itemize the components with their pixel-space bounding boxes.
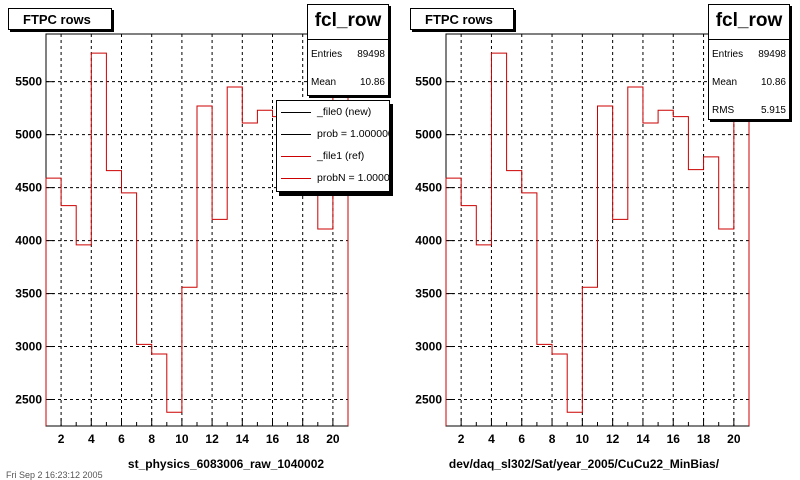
legend-entry-file0: _file0 (new) (277, 101, 389, 123)
x-tick-label: 8 (549, 432, 556, 446)
legend-label: probN = 1.000000 (317, 172, 390, 184)
stats-row-entries-right: Entries 89498 (709, 40, 789, 68)
y-tick-label: 4000 (15, 234, 42, 248)
pad-title-left: FTPC rows (8, 8, 112, 30)
stats-row-mean-left: Mean 10.86 (308, 68, 388, 96)
pad-title-right-text: FTPC rows (425, 11, 493, 27)
stats-value: 10.86 (760, 76, 786, 88)
pad-title-right: FTPC rows (410, 8, 514, 30)
x-tick-label: 18 (697, 432, 711, 446)
x-tick-label: 12 (205, 432, 219, 446)
y-tick-label: 5500 (415, 75, 442, 89)
x-tick-label: 18 (296, 432, 310, 446)
stats-name-left: fcl_row (308, 5, 388, 40)
legend-line-icon (281, 177, 311, 179)
x-tick-label: 20 (326, 432, 340, 446)
x-tick-label: 6 (518, 432, 525, 446)
stats-value: 89498 (758, 48, 786, 60)
y-tick-label: 2500 (15, 393, 42, 407)
legend-entry-probN: probN = 1.000000 (277, 167, 389, 189)
stats-label: Entries (311, 48, 343, 60)
y-tick-label: 4500 (415, 181, 442, 195)
x-tick-label: 14 (636, 432, 650, 446)
x-tick-label: 10 (175, 432, 189, 446)
stats-label: Mean (712, 76, 738, 88)
x-tick-label: 6 (118, 432, 125, 446)
legend-line-icon (281, 133, 311, 135)
stats-value: 10.86 (359, 76, 385, 88)
legend-line-icon (281, 155, 311, 157)
stats-row-mean-right: Mean 10.86 (709, 68, 789, 96)
y-tick-label: 3000 (415, 340, 442, 354)
pad-title-left-text: FTPC rows (23, 11, 91, 27)
legend-label: _file1 (ref) (317, 150, 365, 162)
stats-label: Mean (311, 76, 337, 88)
stats-box-left: fcl_row Entries 89498 Mean 10.86 (307, 4, 389, 96)
x-tick-label: 20 (727, 432, 741, 446)
y-tick-label: 5000 (15, 128, 42, 142)
y-tick-label: 3500 (15, 287, 42, 301)
y-tick-label: 2500 (415, 393, 442, 407)
y-tick-label: 4500 (15, 181, 42, 195)
legend-label: prob = 1.000000 (317, 128, 390, 140)
x-tick-label: 4 (88, 432, 95, 446)
histogram-series-line (445, 49, 750, 426)
x-axis-label: dev/daq_sl302/Sat/year_2005/CuCu22_MinBi… (449, 457, 720, 471)
x-tick-label: 14 (236, 432, 250, 446)
x-tick-label: 8 (148, 432, 155, 446)
x-tick-label: 4 (488, 432, 495, 446)
x-tick-label: 2 (58, 432, 65, 446)
x-tick-label: 10 (576, 432, 590, 446)
x-tick-label: 16 (667, 432, 681, 446)
legend-entry-file1: _file1 (ref) (277, 145, 389, 167)
histogram-plot-right: 2 4 6 8 10 12 14 16 18 20 2500 3000 3500 4000 4500 5000… (415, 33, 750, 471)
stats-value: 89498 (357, 48, 385, 60)
stats-box-right: fcl_row Entries 89498 Mean 10.86 RMS 5.9… (708, 4, 790, 120)
stats-value: 5.915 (760, 104, 786, 116)
stats-label: Entries (712, 48, 744, 60)
legend-line-icon (281, 111, 311, 113)
y-tick-label: 3000 (15, 340, 42, 354)
legend-entry-prob: prob = 1.000000 (277, 123, 389, 145)
y-tick-label: 4000 (415, 234, 442, 248)
legend-box: _file0 (new) prob = 1.000000 _file1 (ref… (276, 100, 390, 192)
stats-label: RMS (712, 104, 735, 116)
x-axis-label: st_physics_6083006_raw_1040002 (128, 457, 324, 471)
x-tick-label: 12 (606, 432, 620, 446)
legend-label: _file0 (new) (317, 106, 372, 118)
stats-row-entries-left: Entries 89498 (308, 40, 388, 68)
x-tick-label: 16 (266, 432, 280, 446)
stats-name-right: fcl_row (709, 5, 789, 40)
y-tick-label: 5500 (15, 75, 42, 89)
footer-timestamp: Fri Sep 2 16:23:12 2005 (6, 470, 103, 480)
y-tick-label: 5000 (415, 128, 442, 142)
stats-row-rms-right: RMS 5.915 (709, 96, 789, 124)
y-tick-label: 3500 (415, 287, 442, 301)
x-tick-label: 2 (458, 432, 465, 446)
